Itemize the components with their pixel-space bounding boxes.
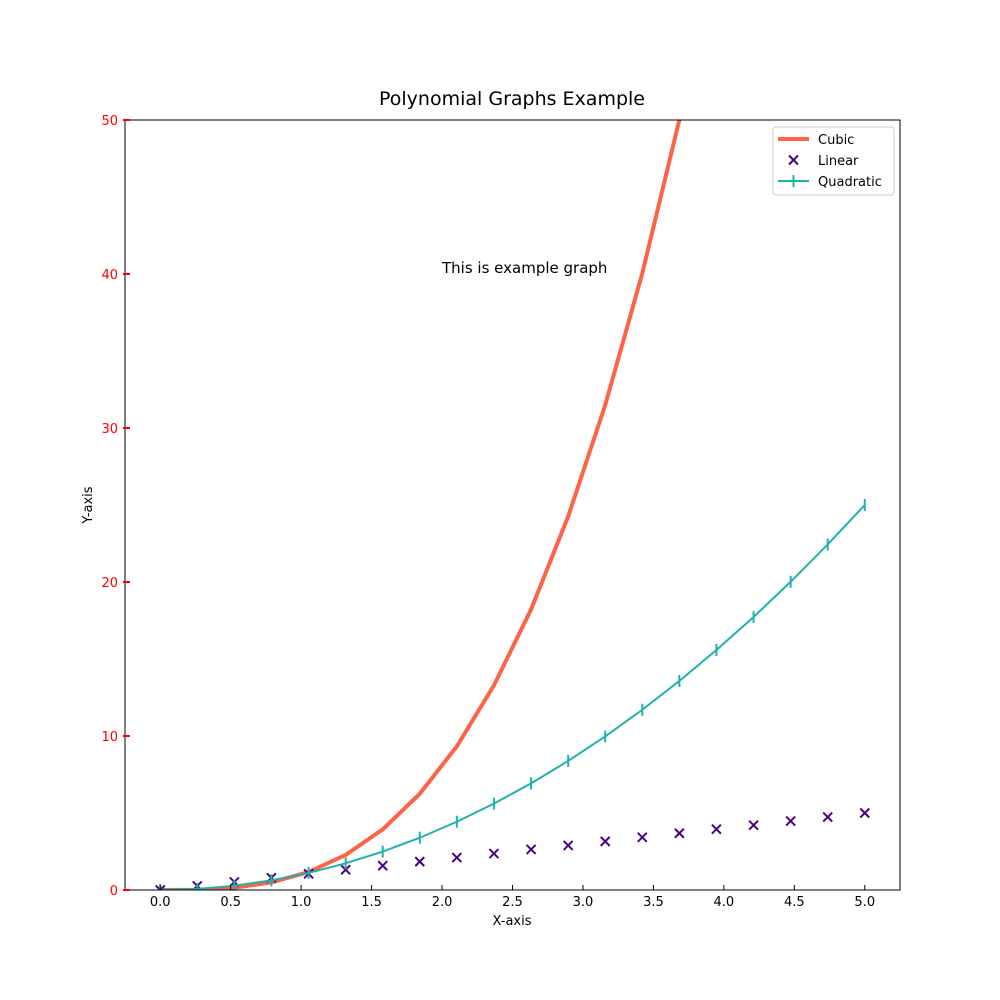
x-tick-label: 0.0: [150, 895, 171, 910]
axes-frame: [124, 119, 901, 891]
x-tick-label: 2.5: [502, 895, 523, 910]
y-tick-label: 10: [101, 730, 118, 745]
x-tick-label: 1.0: [291, 895, 312, 910]
scatter-marker: [340, 864, 351, 875]
y-tick-label: 40: [101, 268, 118, 283]
scatter-marker: [674, 828, 685, 839]
y-tick-label: 50: [101, 114, 118, 129]
legend-box: [772, 126, 895, 196]
quadratic-line: [160, 504, 866, 890]
x-axis-label: X-axis: [493, 914, 532, 929]
scatter-marker: [822, 811, 833, 823]
scatter-marker: [637, 832, 648, 843]
annotation: This is example graph: [441, 259, 607, 277]
scatter-marker: [859, 807, 870, 819]
x-tick-label: 0.5: [220, 895, 241, 910]
scatter-marker: [377, 860, 388, 871]
scatter-marker: [488, 848, 500, 859]
x-tick-label: 1.5: [361, 895, 382, 910]
y-tick-label: 30: [101, 422, 118, 437]
x-tick-label: 4.5: [784, 895, 805, 910]
scatter-marker: [525, 844, 537, 855]
scatter-marker: [562, 840, 574, 851]
scatter-marker: [785, 815, 796, 827]
scatter-marker: [600, 836, 611, 847]
x-tick-label: 2.0: [432, 895, 453, 910]
cubic-line: [160, 120, 682, 890]
scatter-marker: [414, 856, 425, 867]
x-tick-label: 3.0: [573, 895, 594, 910]
legend-label: Linear: [818, 154, 859, 169]
y-axis-label: Y-axis: [81, 486, 96, 524]
scatter-marker: [748, 819, 759, 831]
x-tick-label: 5.0: [854, 895, 875, 910]
legend-label: Quadratic: [818, 175, 882, 190]
chart-title: Polynomial Graphs Example: [379, 88, 645, 110]
scatter-marker: [711, 824, 722, 835]
scatter-marker: [451, 852, 463, 863]
plot-area: [155, 120, 870, 890]
scatter-marker: [155, 884, 166, 890]
y-tick-label: 20: [101, 576, 118, 591]
x-tick-label: 3.5: [643, 895, 664, 910]
x-tick-label: 4.0: [714, 895, 735, 910]
legend-swatch: [788, 154, 799, 166]
legend-label: Cubic: [818, 133, 854, 148]
y-tick-label: 0: [110, 884, 118, 899]
